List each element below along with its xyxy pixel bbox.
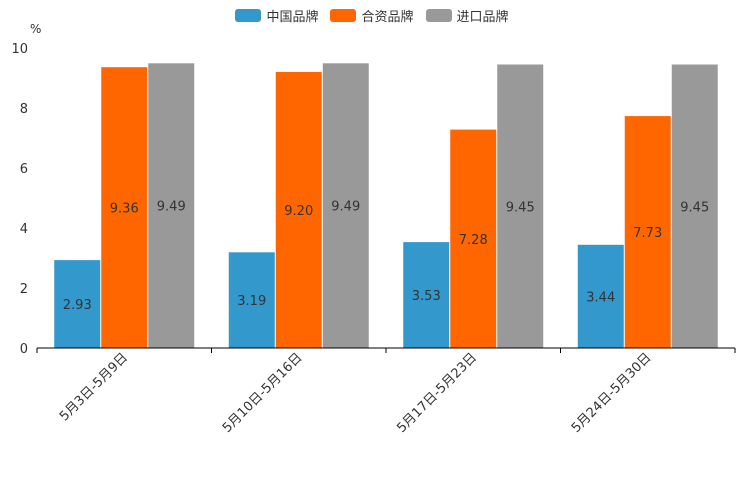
bar-s1-c1[interactable] bbox=[275, 72, 322, 348]
bar-s2-c3[interactable] bbox=[671, 64, 718, 349]
legend-item-import[interactable]: 进口品牌 bbox=[425, 6, 509, 25]
bar-s0-c0[interactable] bbox=[54, 260, 101, 348]
data-label-s2-c3: 9.45 bbox=[680, 200, 709, 215]
x-tick-label-2: 5月17日-5月23日 bbox=[394, 350, 480, 436]
x-tick-label-0: 5月3日-5月9日 bbox=[57, 350, 131, 424]
data-label-s1-c0: 9.36 bbox=[110, 202, 139, 217]
y-tick-label-5: 10 bbox=[11, 42, 28, 57]
data-label-s0-c0: 2.93 bbox=[63, 298, 92, 313]
data-label-s1-c2: 7.28 bbox=[459, 233, 488, 248]
bar-s2-c2[interactable] bbox=[497, 64, 544, 349]
bar-s0-c2[interactable] bbox=[403, 242, 450, 348]
y-axis-unit: % bbox=[30, 22, 42, 36]
legend-item-china[interactable]: 中国品牌 bbox=[235, 6, 318, 25]
data-label-s2-c0: 9.49 bbox=[157, 200, 186, 215]
data-label-s1-c1: 9.20 bbox=[284, 204, 313, 219]
bar-s1-c2[interactable] bbox=[450, 129, 497, 348]
y-tick-label-4: 8 bbox=[20, 102, 28, 117]
legend: 中国品牌 合资品牌 进口品牌 bbox=[0, 6, 744, 25]
legend-label-jv: 合资品牌 bbox=[361, 10, 414, 25]
data-label-s0-c1: 3.19 bbox=[237, 294, 266, 309]
y-tick-label-3: 6 bbox=[20, 162, 28, 177]
y-tick-label-2: 4 bbox=[20, 222, 28, 237]
bar-s2-c0[interactable] bbox=[148, 63, 195, 349]
data-label-s0-c3: 3.44 bbox=[586, 290, 615, 305]
legend-label-import: 进口品牌 bbox=[456, 10, 509, 25]
data-label-s2-c2: 9.45 bbox=[506, 200, 535, 215]
bar-s0-c3[interactable] bbox=[577, 244, 624, 348]
legend-label-china: 中国品牌 bbox=[266, 10, 319, 25]
legend-item-jv[interactable]: 合资品牌 bbox=[330, 6, 414, 25]
bar-s1-c3[interactable] bbox=[624, 116, 671, 348]
data-label-s1-c3: 7.73 bbox=[633, 226, 662, 241]
bar-s0-c1[interactable] bbox=[228, 252, 275, 348]
y-tick-label-0: 0 bbox=[20, 342, 28, 357]
legend-swatch-jv bbox=[330, 9, 357, 22]
x-tick-label-1: 5月10日-5月16日 bbox=[220, 350, 306, 436]
bar-s1-c0[interactable] bbox=[101, 67, 148, 348]
bar-s2-c1[interactable] bbox=[322, 63, 369, 349]
x-tick-label-3: 5月24日-5月30日 bbox=[569, 350, 655, 436]
y-tick-label-1: 2 bbox=[20, 282, 28, 297]
data-label-s0-c2: 3.53 bbox=[412, 289, 441, 304]
legend-swatch-import bbox=[425, 9, 452, 22]
legend-swatch-china bbox=[235, 9, 262, 22]
data-label-s2-c1: 9.49 bbox=[331, 200, 360, 215]
